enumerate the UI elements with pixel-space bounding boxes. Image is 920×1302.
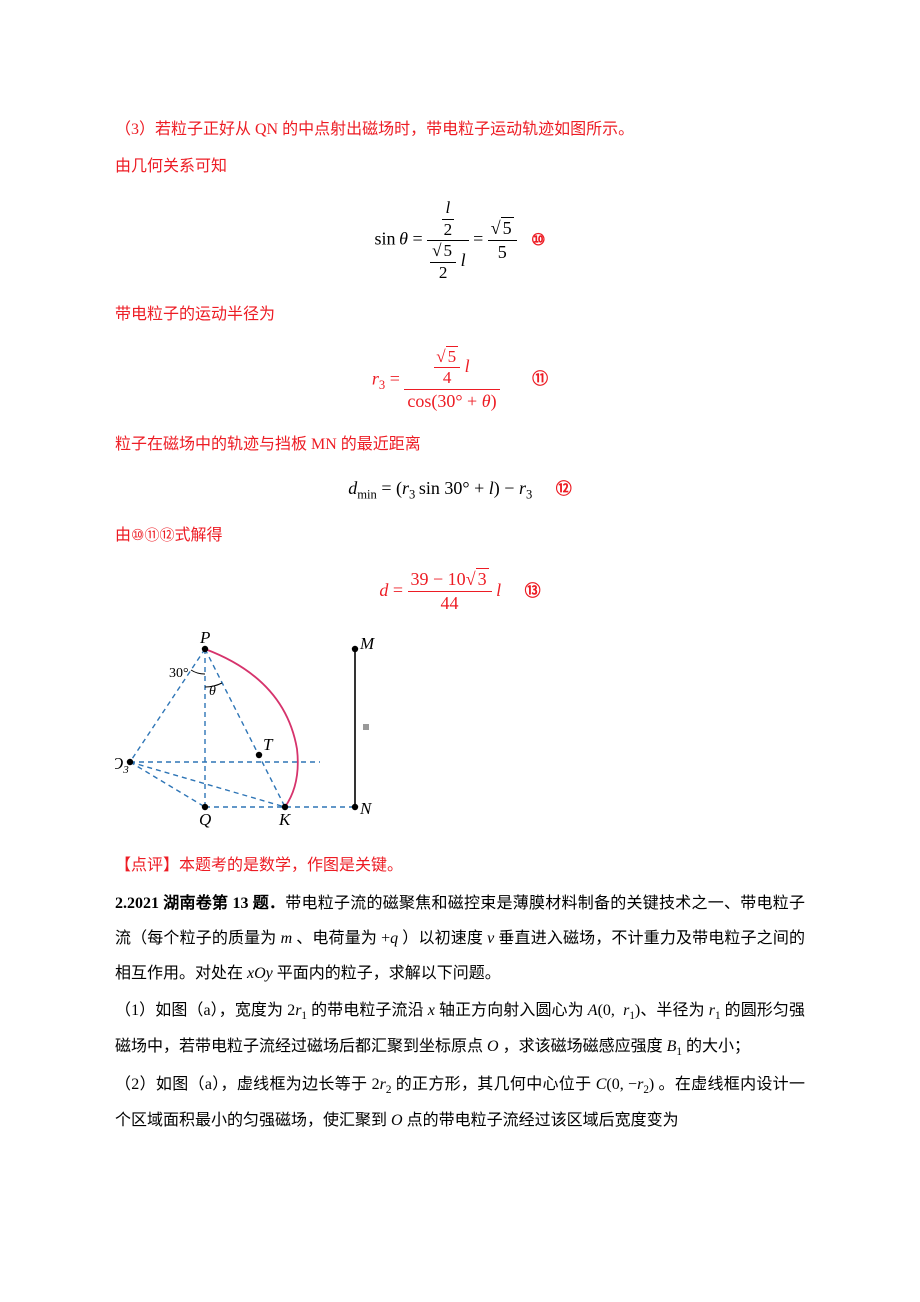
- para-geom: 由几何关系可知: [115, 149, 805, 184]
- var-O: O: [487, 1038, 499, 1055]
- t: 、半径为: [640, 1002, 709, 1019]
- t: （1）如图（a），宽度为: [115, 1002, 287, 1019]
- var-x: x: [428, 1002, 435, 1019]
- problem-2-intro: 2.2021 湖南卷第 13 题．带电粒子流的磁聚焦和磁控束是薄膜材料制备的关键…: [115, 886, 805, 992]
- formula-13: d = 39 − 103 44 l ⑬: [115, 568, 805, 616]
- t: 的大小；: [682, 1038, 750, 1055]
- two: 2: [287, 1002, 295, 1019]
- var-A: A: [588, 1002, 598, 1019]
- var-C: C: [596, 1076, 607, 1093]
- line: 【点评】本题考的是数学，作图是关键。: [115, 857, 403, 874]
- var-B1: B: [667, 1038, 677, 1055]
- line: 粒子在磁场中的轨迹与挡板 MN 的最近距离: [115, 436, 421, 453]
- formula-11: r3 = 54 l cos(30° + θ) ⑪: [115, 347, 805, 413]
- label-O3: O3: [115, 754, 129, 776]
- var-m: m: [281, 930, 293, 947]
- line: （3）若粒子正好从 QN 的中点射出磁场时，带电粒子运动轨迹如图所示。: [115, 121, 634, 138]
- var-xoy: xOy: [247, 965, 273, 982]
- label-Q: Q: [199, 810, 211, 829]
- t: ，求该磁场磁感应强度: [499, 1038, 667, 1055]
- var-q: q: [390, 930, 398, 947]
- geometry-diagram: P M N Q K T O3 30° θ: [115, 629, 805, 844]
- t: 、电荷量为: [292, 930, 381, 947]
- plus: +: [381, 930, 390, 947]
- label-30deg: 30°: [169, 666, 189, 681]
- problem-2-part2: （2）如图（a），虚线框为边长等于 2r2 的正方形，其几何中心位于 C(0, …: [115, 1067, 805, 1138]
- var-O2: O: [391, 1112, 403, 1129]
- t: 轴正方向射入圆心为: [435, 1002, 588, 1019]
- eq-label-12: ⑫: [556, 481, 572, 498]
- t: 的正方形，其几何中心位于: [391, 1076, 595, 1093]
- label-K: K: [278, 810, 292, 829]
- label-M: M: [359, 634, 375, 653]
- text: 由: [115, 527, 131, 544]
- line: 由几何关系可知: [115, 158, 227, 175]
- t: 的带电粒子流沿: [307, 1002, 428, 1019]
- paren: (0,: [598, 1002, 624, 1019]
- two2: 2: [372, 1076, 380, 1093]
- eq-label-13: ⑬: [525, 583, 541, 600]
- t: （2）如图（a），虚线框为边长等于: [115, 1076, 372, 1093]
- eq-label-10: ⑩: [531, 232, 545, 249]
- head: 2.2021 湖南卷第 13 题．: [115, 895, 285, 912]
- t: 点的带电粒子流经过该区域后宽度变为: [403, 1112, 679, 1129]
- para-nearest: 粒子在磁场中的轨迹与挡板 MN 的最近距离: [115, 427, 805, 462]
- para-solve: 由⑩⑪⑫式解得: [115, 518, 805, 553]
- label-P: P: [199, 629, 210, 647]
- ref-10: ⑩⑪⑫: [131, 527, 174, 544]
- para-3-intro: （3）若粒子正好从 QN 的中点射出磁场时，带电粒子运动轨迹如图所示。: [115, 112, 805, 147]
- formula-12: dmin = (r3 sin 30° + l) − r3 ⑫: [115, 476, 805, 504]
- paren2: (0, −: [606, 1076, 637, 1093]
- label-N: N: [359, 799, 373, 818]
- problem-2-part1: （1）如图（a），宽度为 2r1 的带电粒子流沿 x 轴正方向射入圆心为 A(0…: [115, 993, 805, 1065]
- label-theta: θ: [209, 684, 216, 699]
- marker: [363, 724, 369, 730]
- para-radius: 带电粒子的运动半径为: [115, 297, 805, 332]
- text: 式解得: [174, 527, 222, 544]
- label-T: T: [263, 735, 274, 754]
- line: 带电粒子的运动半径为: [115, 306, 275, 323]
- eq-label-11: ⑪: [532, 371, 548, 388]
- t: 平面内的粒子，求解以下问题。: [273, 965, 501, 982]
- formula-10: sin θ = l2 52 l = 5 5 ⑩: [115, 198, 805, 283]
- para-comment: 【点评】本题考的是数学，作图是关键。: [115, 848, 805, 883]
- t: ）以初速度: [398, 930, 487, 947]
